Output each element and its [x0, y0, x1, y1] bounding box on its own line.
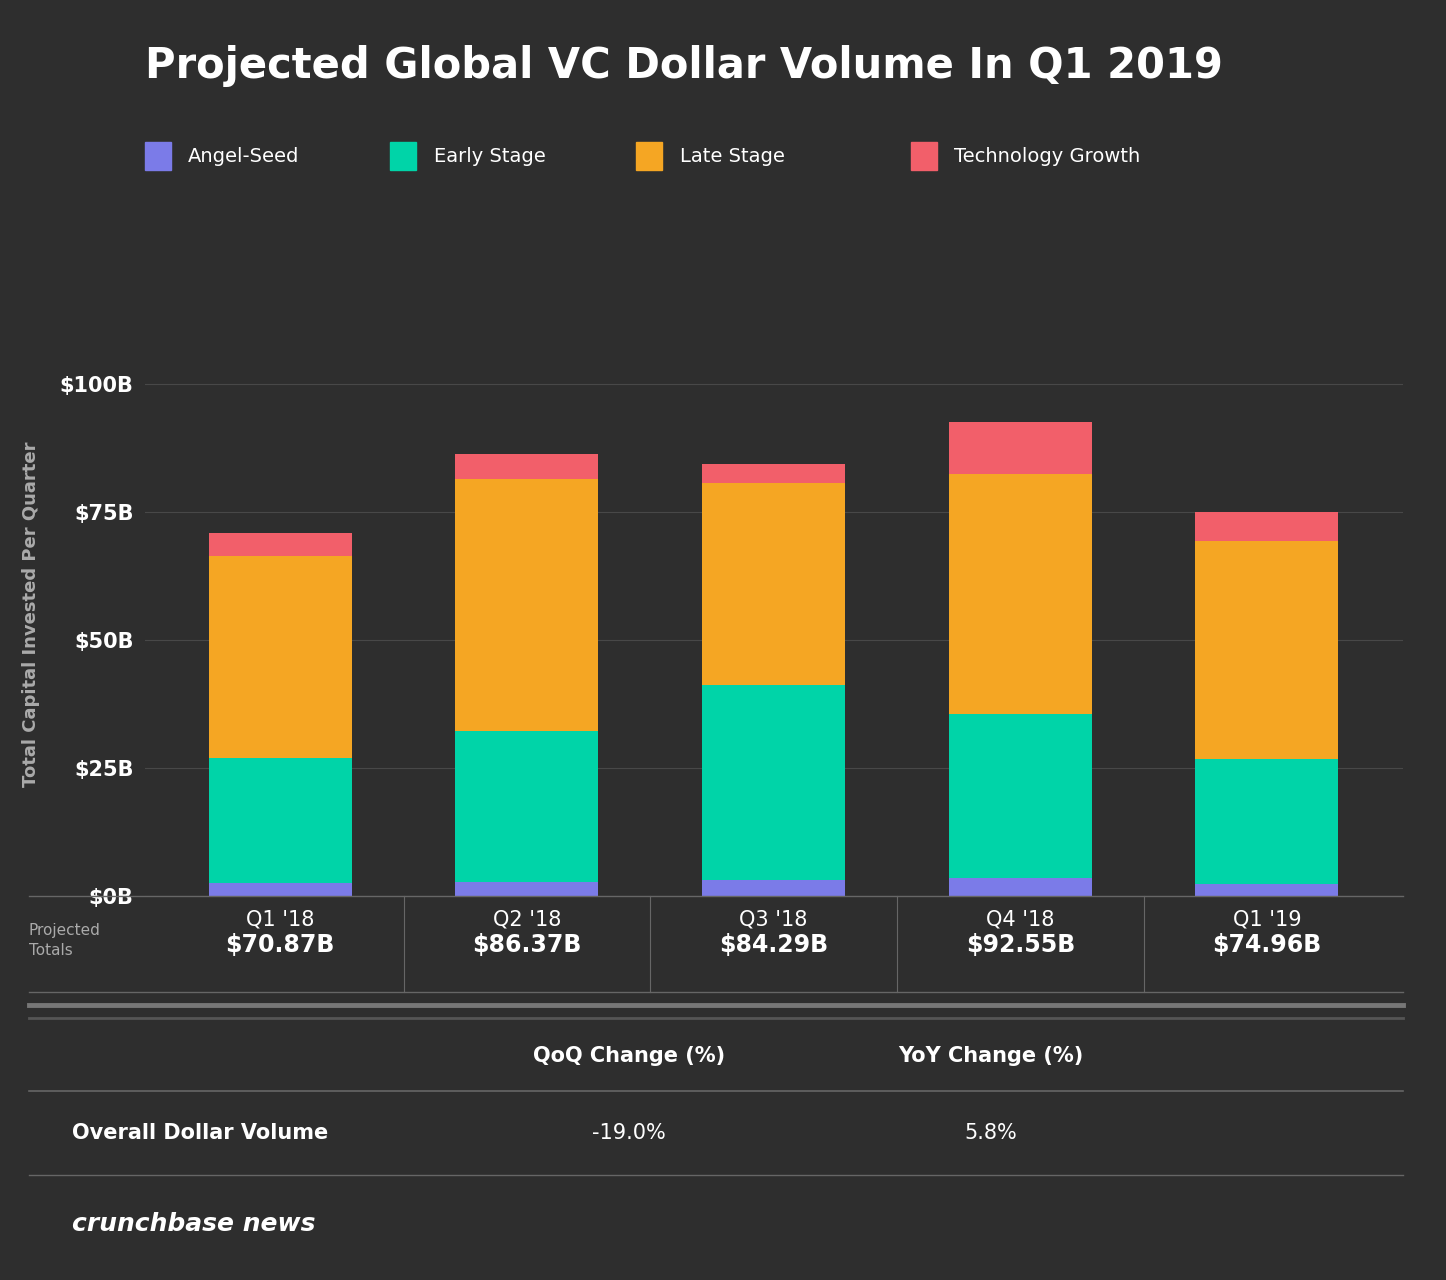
Bar [1196, 884, 1339, 896]
Bar [208, 556, 351, 758]
Bar [208, 534, 351, 556]
Bar [208, 883, 351, 896]
Bar [949, 474, 1092, 714]
Text: Projected
Totals: Projected Totals [29, 923, 101, 959]
Y-axis label: Total Capital Invested Per Quarter: Total Capital Invested Per Quarter [22, 442, 40, 787]
Text: Angel-Seed: Angel-Seed [188, 147, 299, 165]
Text: Overall Dollar Volume: Overall Dollar Volume [72, 1123, 328, 1143]
Bar [949, 714, 1092, 878]
Bar [949, 422, 1092, 474]
Text: 5.8%: 5.8% [964, 1123, 1017, 1143]
Bar [1196, 512, 1339, 541]
Bar [949, 878, 1092, 896]
Bar [703, 685, 844, 879]
Bar [1196, 759, 1339, 884]
Text: $74.96B: $74.96B [1212, 933, 1322, 956]
Text: -19.0%: -19.0% [591, 1123, 667, 1143]
Text: Early Stage: Early Stage [434, 147, 545, 165]
Text: YoY Change (%): YoY Change (%) [898, 1046, 1083, 1066]
Text: $70.87B: $70.87B [226, 933, 335, 956]
Text: crunchbase news: crunchbase news [72, 1212, 315, 1235]
Bar [455, 479, 599, 731]
Text: Late Stage: Late Stage [680, 147, 785, 165]
Text: Technology Growth: Technology Growth [954, 147, 1141, 165]
Text: $92.55B: $92.55B [966, 933, 1074, 956]
Text: Projected Global VC Dollar Volume In Q1 2019: Projected Global VC Dollar Volume In Q1 … [145, 45, 1222, 87]
Bar [1196, 541, 1339, 759]
Bar [455, 882, 599, 896]
Text: QoQ Change (%): QoQ Change (%) [534, 1046, 724, 1066]
Bar [703, 483, 844, 685]
Bar [455, 454, 599, 479]
Bar [208, 758, 351, 883]
Text: $86.37B: $86.37B [473, 933, 581, 956]
Bar [455, 731, 599, 882]
Bar [703, 879, 844, 896]
Text: $84.29B: $84.29B [719, 933, 829, 956]
Bar [703, 465, 844, 483]
